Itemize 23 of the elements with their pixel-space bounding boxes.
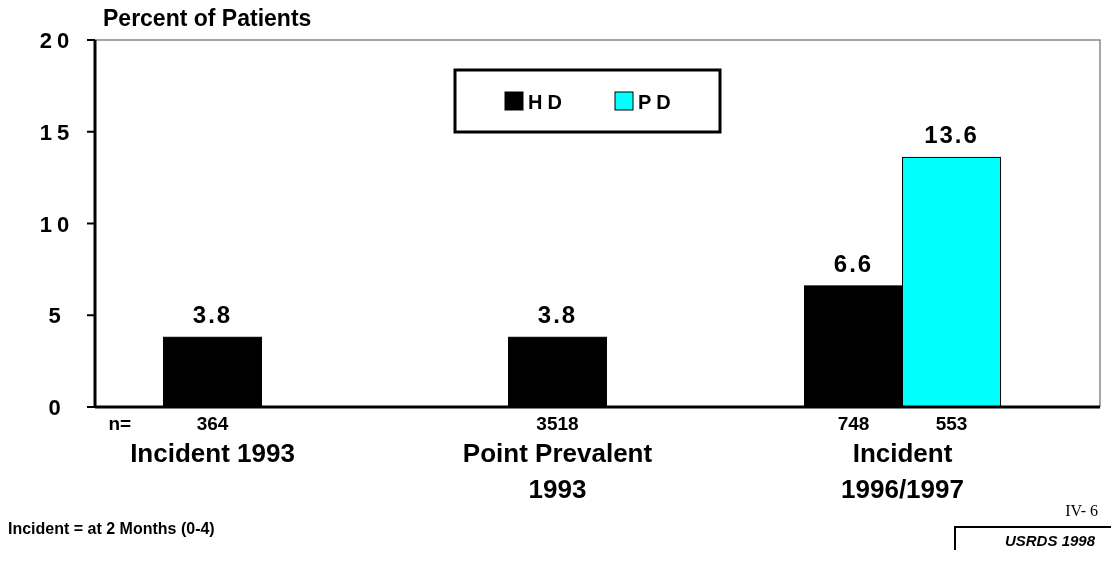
- y-tick-label: 5: [48, 303, 66, 329]
- x-tick-label: Incident 1993: [130, 438, 295, 468]
- data-label: 13.6: [924, 121, 979, 149]
- x-tick-label: Incident 1996/1997: [841, 438, 964, 504]
- y-tick-label: 20: [39, 28, 75, 53]
- x-tick-label: Point Prevalent 1993: [462, 438, 653, 504]
- y-tick-label: 15: [39, 119, 75, 145]
- legend-label: PD: [638, 91, 676, 113]
- text: Incident = at 2 Months (0-4): [8, 520, 215, 537]
- text: USRDS 1998: [1004, 532, 1096, 549]
- text: 3518: [536, 413, 579, 434]
- legend-label: HD: [528, 91, 567, 113]
- text: n=: [108, 413, 132, 434]
- text: IV- 6: [1065, 502, 1098, 519]
- data-label: 6.6: [833, 249, 874, 277]
- text: 364: [196, 413, 229, 434]
- text: 748: [837, 413, 870, 434]
- text: 553: [935, 413, 968, 434]
- y-tick-label: 10: [39, 211, 75, 237]
- y-axis-title: Percent of Patients: [103, 5, 312, 31]
- y-tick-label: 0: [48, 395, 66, 420]
- data-label: 3.8: [537, 301, 578, 329]
- data-label: 3.8: [192, 301, 233, 329]
